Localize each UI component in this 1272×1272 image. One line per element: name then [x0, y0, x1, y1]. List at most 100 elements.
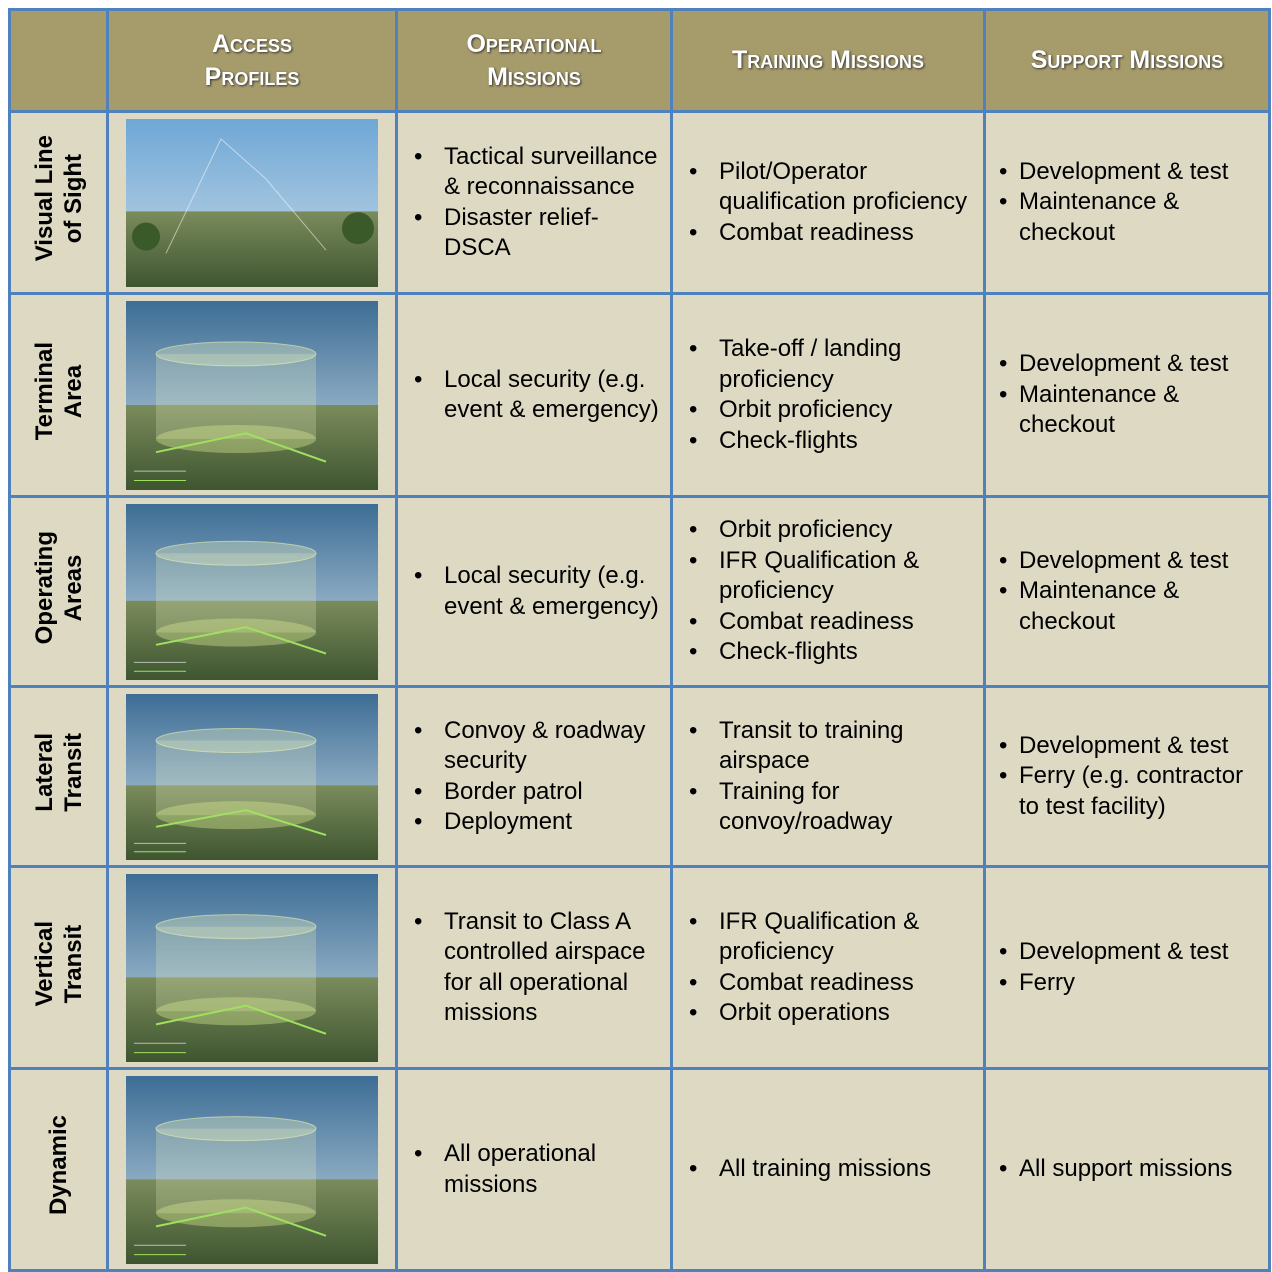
- list-item: Development & test: [999, 937, 1264, 968]
- training-list: Transit to training airspaceTraining for…: [673, 716, 983, 838]
- image-cell: [106, 292, 398, 498]
- row-label: Visual Line of Sight: [30, 135, 88, 261]
- row-label-cell: Lateral Transit: [8, 685, 109, 868]
- list-item: Transit to training airspace: [689, 716, 975, 777]
- illustration: [126, 300, 378, 490]
- list-item: Training for convoy/roadway: [689, 777, 975, 838]
- list-item: All training missions: [689, 1154, 975, 1185]
- row-label-line: Lateral: [30, 732, 58, 812]
- image-cell: [106, 1067, 398, 1272]
- header-row: Access Profiles Operational Missions Train…: [8, 8, 1271, 113]
- illustration: [126, 118, 378, 287]
- header-cell: Support Missions: [983, 8, 1271, 113]
- row-label-line: Area: [59, 364, 87, 418]
- row-label-line: Transit: [59, 732, 87, 812]
- list-item: Combat readiness: [689, 218, 975, 249]
- operational-list: Local security (e.g. event & emergency): [398, 561, 670, 622]
- illustration: [126, 503, 378, 680]
- operational-list: All operational missions: [398, 1139, 670, 1200]
- row-label-cell: Operating Areas: [8, 495, 109, 688]
- list-item: Orbit operations: [689, 998, 975, 1029]
- list-item: Transit to Class A controlled airspace f…: [414, 907, 662, 1029]
- list-item: Ferry: [999, 968, 1264, 999]
- list-item: Border patrol: [414, 777, 662, 808]
- support-list: All support missions: [986, 1154, 1268, 1185]
- illustration: [126, 693, 378, 860]
- image-cell: [106, 685, 398, 868]
- operational-cell: Convoy & roadway securityBorder patrolDe…: [395, 685, 673, 868]
- list-item: Check-flights: [689, 637, 975, 668]
- row-label-cell: Dynamic: [8, 1067, 109, 1272]
- row-label-line: of Sight: [59, 153, 87, 243]
- header-text: Support Missions: [1030, 46, 1224, 74]
- row-label: Terminal Area: [30, 342, 88, 440]
- operational-list: Transit to Class A controlled airspace f…: [398, 907, 670, 1029]
- list-item: Check-flights: [689, 426, 975, 457]
- list-item: Ferry (e.g. contractor to test facility): [999, 761, 1264, 822]
- row-label-line: Transit: [59, 923, 87, 1003]
- support-list: Development & testMaintenance & checkout: [986, 546, 1268, 638]
- training-list: All training missions: [673, 1154, 983, 1185]
- operational-list: Tactical surveillance & reconnaissanceDi…: [398, 142, 670, 264]
- list-item: Local security (e.g. event & emergency): [414, 365, 662, 426]
- training-list: Pilot/Operator qualification proficiency…: [673, 157, 983, 249]
- support-cell: Development & testFerry: [983, 865, 1271, 1070]
- list-item: Maintenance & checkout: [999, 576, 1264, 637]
- list-item: IFR Qualification & proficiency: [689, 907, 975, 968]
- operational-cell: Transit to Class A controlled airspace f…: [395, 865, 673, 1070]
- training-cell: Take-off / landing proficiencyOrbit prof…: [670, 292, 986, 498]
- support-cell: Development & testMaintenance & checkout: [983, 292, 1271, 498]
- operational-cell: Local security (e.g. event & emergency): [395, 495, 673, 688]
- image-cell: [106, 495, 398, 688]
- list-item: Local security (e.g. event & emergency): [414, 561, 662, 622]
- header-cell: Access Profiles: [106, 8, 398, 113]
- row-label-line: Visual Line: [30, 135, 58, 262]
- support-cell: Development & testMaintenance & checkout: [983, 495, 1271, 688]
- list-item: Development & test: [999, 546, 1264, 577]
- row-label-line: Terminal: [30, 341, 58, 440]
- training-cell: Orbit proficiencyIFR Qualification & pro…: [670, 495, 986, 688]
- row-label-cell: Vertical Transit: [8, 865, 109, 1070]
- row-label-line: Areas: [59, 553, 87, 621]
- row-label: Vertical Transit: [30, 921, 88, 1006]
- list-item: Tactical surveillance & reconnaissance: [414, 142, 662, 203]
- image-cell: [106, 865, 398, 1070]
- list-item: Combat readiness: [689, 607, 975, 638]
- header-text: Training Missions: [731, 46, 925, 74]
- row-label-line: Vertical: [30, 920, 58, 1006]
- support-cell: Development & testMaintenance & checkout: [983, 110, 1271, 295]
- training-list: Take-off / landing proficiencyOrbit prof…: [673, 334, 983, 456]
- illustration: [126, 873, 378, 1062]
- row-label-line: Dynamic: [45, 1115, 72, 1216]
- list-item: Orbit proficiency: [689, 395, 975, 426]
- support-list: Development & testFerry: [986, 937, 1268, 998]
- operational-list: Convoy & roadway securityBorder patrolDe…: [398, 716, 670, 838]
- list-item: All operational missions: [414, 1139, 662, 1200]
- header-cell: [8, 8, 109, 113]
- training-cell: All training missions: [670, 1067, 986, 1272]
- support-cell: Development & testFerry (e.g. contractor…: [983, 685, 1271, 868]
- row-label-cell: Visual Line of Sight: [8, 110, 109, 295]
- operational-list: Local security (e.g. event & emergency): [398, 365, 670, 426]
- list-item: Combat readiness: [689, 968, 975, 999]
- list-item: Pilot/Operator qualification proficiency: [689, 157, 975, 218]
- list-item: Development & test: [999, 349, 1264, 380]
- row-label: Operating Areas: [30, 531, 88, 644]
- list-item: Maintenance & checkout: [999, 380, 1264, 441]
- header-text: Operational Missions: [466, 29, 602, 91]
- mission-table: Access Profiles Operational Missions Train…: [8, 8, 1271, 1272]
- row: Dynamic All operational missions All trai…: [8, 1067, 1271, 1272]
- operational-cell: Local security (e.g. event & emergency): [395, 292, 673, 498]
- list-item: Maintenance & checkout: [999, 187, 1264, 248]
- training-list: Orbit proficiencyIFR Qualification & pro…: [673, 515, 983, 668]
- row-label: Lateral Transit: [30, 733, 88, 812]
- training-list: IFR Qualification & proficiencyCombat re…: [673, 907, 983, 1029]
- support-list: Development & testMaintenance & checkout: [986, 157, 1268, 249]
- header-text: Access Profiles: [204, 29, 300, 91]
- list-item: Disaster relief-DSCA: [414, 203, 662, 264]
- training-cell: Pilot/Operator qualification proficiency…: [670, 110, 986, 295]
